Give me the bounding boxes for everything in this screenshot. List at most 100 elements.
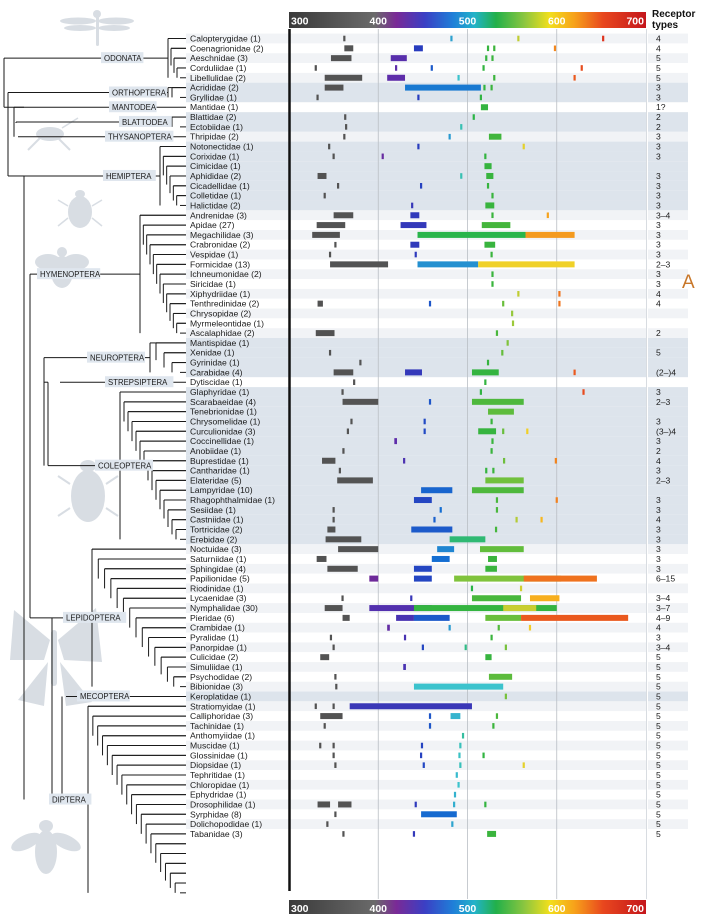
family-label: Nymphalidae (30) — [190, 603, 258, 613]
row-stripe — [186, 711, 646, 721]
family-label: Gryllidae (1) — [190, 92, 237, 102]
peak-range-bar — [485, 202, 495, 209]
receptor-type-value: 3 — [656, 181, 661, 191]
peak-marker — [332, 703, 335, 710]
order-label-bg — [101, 52, 144, 64]
peak-range-bar — [485, 565, 497, 572]
row-stripe-right — [648, 269, 688, 280]
receptor-type-value: 2–3 — [656, 397, 671, 407]
peak-marker — [501, 349, 504, 356]
row-stripe — [186, 53, 646, 64]
receptor-type-value: 5 — [656, 731, 661, 741]
order-label: MECOPTERA — [80, 692, 130, 701]
peak-marker — [515, 516, 518, 523]
peak-range-bar — [485, 654, 492, 661]
row-stripe-right — [648, 377, 688, 388]
row-stripe — [186, 779, 646, 790]
peak-marker — [573, 74, 576, 81]
top-axis: 300 400 500 600 700 — [289, 12, 646, 28]
peak-range-bar — [316, 222, 346, 229]
row-stripe-right — [648, 799, 688, 810]
family-label: Cimicidae (1) — [190, 161, 241, 171]
row-stripe — [186, 318, 646, 329]
row-stripe — [186, 789, 646, 800]
order-label-bg — [77, 690, 130, 702]
peak-marker — [472, 114, 475, 120]
receptor-type-value: 3 — [656, 240, 661, 250]
peak-range-bar — [484, 241, 496, 248]
peak-marker — [540, 516, 543, 523]
family-label: Psychodidae (2) — [190, 672, 252, 682]
row-stripe-right — [648, 82, 688, 93]
row-stripe-right — [648, 171, 688, 181]
peak-marker — [353, 379, 356, 385]
receptor-type-value: 5 — [656, 721, 661, 731]
row-stripe — [186, 416, 646, 427]
family-label: Dytiscidae (1) — [190, 377, 243, 387]
order-label: THYSANOPTERA — [108, 133, 172, 142]
order-label-bg — [49, 793, 92, 805]
row-stripe — [186, 33, 646, 44]
row-stripe-right — [648, 534, 688, 545]
family-label: Formicidae (13) — [190, 259, 250, 269]
order-label: NEUROPTERA — [90, 353, 145, 362]
peak-marker — [335, 683, 338, 690]
row-stripe-right — [648, 632, 688, 643]
receptor-type-value: 4 — [656, 456, 661, 466]
peak-range-bar — [330, 261, 389, 268]
peak-marker — [359, 359, 362, 366]
order-labels: ODONATA ORTHOPTERA MANTODEA BLATTODEA THYSAN… — [37, 52, 174, 805]
peak-marker — [422, 762, 425, 768]
row-stripe — [186, 63, 646, 73]
row-stripe-right — [648, 210, 688, 221]
row-stripe — [186, 720, 646, 731]
peak-marker — [484, 153, 487, 160]
row-stripe-right — [648, 112, 688, 122]
family-label: Anthomyiidae (1) — [190, 731, 255, 741]
peak-marker — [410, 595, 413, 602]
peak-marker — [519, 585, 523, 592]
row-stripe-right — [648, 406, 688, 417]
receptor-type-value: 4 — [656, 623, 661, 633]
peak-marker — [323, 192, 326, 199]
receptor-type-value: 5 — [656, 691, 661, 701]
family-label: Stratiomyidae (1) — [190, 701, 256, 711]
peak-marker — [341, 389, 344, 395]
peak-marker — [479, 94, 482, 101]
family-label: Notonectidae (1) — [190, 142, 254, 152]
family-label: Colletidae (1) — [190, 191, 241, 201]
family-label: Pyralidae (1) — [190, 633, 239, 643]
peak-range-bar — [337, 477, 373, 484]
peak-marker — [580, 65, 583, 71]
row-stripe-right — [648, 308, 688, 319]
beetle-icon — [57, 460, 119, 522]
row-stripe — [186, 760, 646, 771]
peak-marker — [493, 74, 496, 81]
peak-marker — [490, 448, 493, 454]
family-label: Thripidae (2) — [190, 132, 239, 142]
family-label: Vespidae (1) — [190, 250, 238, 260]
peak-marker — [492, 467, 495, 474]
receptor-type-value: 5 — [656, 741, 661, 751]
receptor-type-value: 5 — [656, 799, 661, 809]
peak-marker — [319, 742, 322, 749]
peak-marker — [495, 330, 499, 336]
family-label: Tenebrionidae (1) — [190, 407, 257, 417]
order-label-bg — [105, 376, 174, 388]
row-stripe-right — [648, 318, 688, 329]
peak-range-bar — [333, 369, 354, 376]
peak-range-bar — [486, 172, 494, 179]
order-label: STREPSIPTERA — [108, 378, 168, 387]
peak-marker — [460, 124, 463, 130]
receptor-type-value: 3 — [656, 466, 661, 476]
family-label: Mantispidae (1) — [190, 338, 249, 348]
row-stripe — [186, 200, 646, 211]
peak-marker — [332, 153, 335, 160]
row-stripe-right — [648, 475, 688, 486]
receptor-type-value: 2 — [656, 328, 661, 338]
peak-range-bar — [405, 84, 481, 91]
receptor-type-value: 3–4 — [656, 593, 671, 603]
peak-range-bar — [322, 457, 336, 464]
row-stripe — [186, 740, 646, 751]
receptor-type-value: 4 — [656, 43, 661, 53]
